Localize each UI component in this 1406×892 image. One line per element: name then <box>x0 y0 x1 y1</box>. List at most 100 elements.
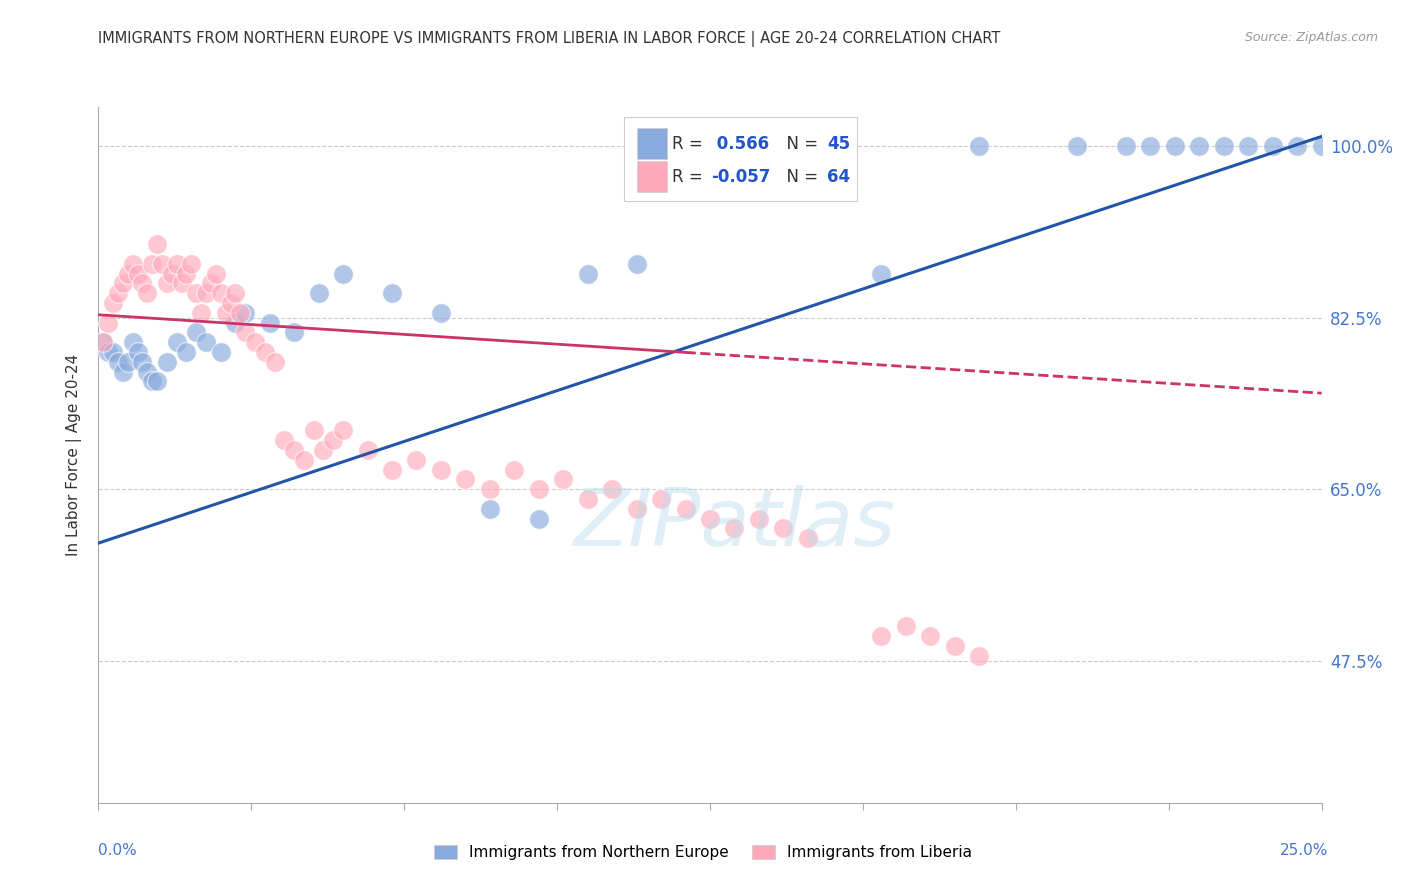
Point <box>430 462 453 476</box>
Point <box>195 335 218 350</box>
Y-axis label: In Labor Force | Age 20-24: In Labor Force | Age 20-24 <box>66 354 83 556</box>
Point <box>233 326 256 340</box>
Point <box>146 375 169 389</box>
Point <box>101 296 124 310</box>
Text: 64: 64 <box>828 168 851 186</box>
Point <box>233 306 256 320</box>
Text: R =: R = <box>672 168 709 186</box>
Point <box>1066 139 1088 153</box>
Point <box>160 267 183 281</box>
Point <box>943 639 966 653</box>
Point <box>107 355 129 369</box>
Text: 25.0%: 25.0% <box>1281 843 1329 858</box>
Text: Source: ZipAtlas.com: Source: ZipAtlas.com <box>1244 31 1378 45</box>
Point <box>97 345 120 359</box>
Point <box>1115 139 1137 153</box>
Point <box>894 619 917 633</box>
Point <box>136 365 159 379</box>
Point <box>224 316 246 330</box>
Point <box>675 139 697 153</box>
Point <box>967 139 990 153</box>
Point <box>332 267 354 281</box>
Text: N =: N = <box>776 135 824 153</box>
Point <box>527 482 550 496</box>
Point <box>870 629 893 643</box>
Point <box>107 286 129 301</box>
Point <box>121 335 143 350</box>
Point <box>478 501 501 516</box>
Point <box>150 257 173 271</box>
Point <box>553 472 575 486</box>
Point <box>650 491 672 506</box>
Point <box>205 267 228 281</box>
Point <box>381 286 404 301</box>
Point <box>180 257 202 271</box>
FancyBboxPatch shape <box>624 118 856 201</box>
Legend: Immigrants from Northern Europe, Immigrants from Liberia: Immigrants from Northern Europe, Immigra… <box>427 839 979 866</box>
Point <box>166 257 188 271</box>
Point <box>308 286 330 301</box>
Point <box>920 629 942 643</box>
Point <box>273 434 295 448</box>
Point <box>503 462 526 476</box>
Point <box>797 531 820 545</box>
Point <box>381 462 404 476</box>
Point <box>170 277 193 291</box>
Point <box>156 355 179 369</box>
Point <box>224 286 246 301</box>
Point <box>214 306 236 320</box>
Point <box>723 139 745 153</box>
Point <box>259 316 281 330</box>
Point <box>111 277 134 291</box>
Text: N =: N = <box>776 168 824 186</box>
Point <box>229 306 252 320</box>
Point <box>1237 139 1260 153</box>
Point <box>626 501 648 516</box>
Point <box>219 296 242 310</box>
Point <box>209 286 232 301</box>
Point <box>576 267 599 281</box>
Point <box>405 452 427 467</box>
Point <box>454 472 477 486</box>
Point <box>312 443 335 458</box>
Point <box>176 345 198 359</box>
Point <box>141 257 163 271</box>
Text: 0.566: 0.566 <box>711 135 769 153</box>
Point <box>156 277 179 291</box>
Point <box>253 345 276 359</box>
Point <box>1164 139 1187 153</box>
Point <box>97 316 120 330</box>
Point <box>243 335 266 350</box>
Point <box>195 286 218 301</box>
Point <box>600 482 623 496</box>
Point <box>723 521 745 535</box>
Text: 0.0%: 0.0% <box>98 843 138 858</box>
Point <box>675 501 697 516</box>
Point <box>772 521 794 535</box>
Point <box>772 139 794 153</box>
Bar <box>637 161 668 192</box>
Point <box>283 326 305 340</box>
Point <box>699 511 721 525</box>
Point <box>91 335 114 350</box>
Point <box>127 345 149 359</box>
Point <box>1261 139 1284 153</box>
Point <box>141 375 163 389</box>
Point <box>200 277 222 291</box>
Point <box>626 257 648 271</box>
Point <box>1212 139 1234 153</box>
Point <box>527 511 550 525</box>
Point <box>101 345 124 359</box>
Point <box>292 452 315 467</box>
Point <box>478 482 501 496</box>
Point <box>121 257 143 271</box>
Point <box>111 365 134 379</box>
Text: ZIPatlas: ZIPatlas <box>574 485 896 564</box>
Text: -0.057: -0.057 <box>711 168 770 186</box>
Point <box>117 355 139 369</box>
Point <box>166 335 188 350</box>
Point <box>870 267 893 281</box>
Point <box>186 326 208 340</box>
Point <box>136 286 159 301</box>
Point <box>127 267 149 281</box>
